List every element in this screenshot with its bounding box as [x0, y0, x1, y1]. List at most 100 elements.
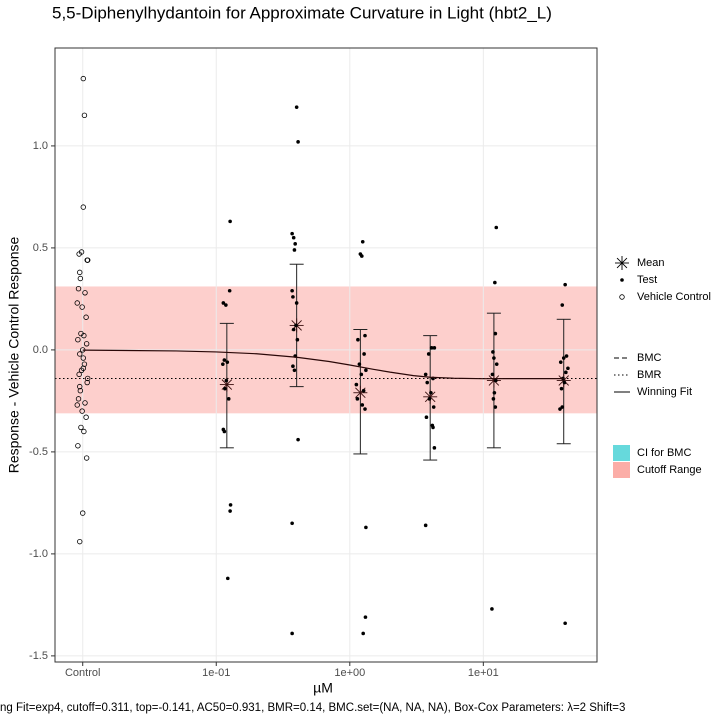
test-point	[222, 429, 227, 434]
test-point	[361, 631, 365, 636]
test-point	[228, 503, 233, 507]
test-point	[290, 521, 294, 526]
vehicle-point	[76, 251, 82, 257]
vehicle-point	[80, 204, 86, 210]
vehicle-point	[75, 396, 82, 402]
test-point	[361, 388, 366, 393]
test-point	[490, 607, 494, 611]
vehicle-point	[74, 300, 80, 306]
vehicle-point	[83, 314, 89, 320]
test-point	[566, 366, 570, 371]
test-point	[363, 615, 368, 619]
legend-label: Test	[637, 274, 657, 286]
test-point	[294, 323, 298, 328]
vehicle-point	[77, 538, 83, 545]
test-point	[290, 231, 294, 236]
mean-stroke	[424, 391, 436, 403]
test-point	[563, 282, 567, 287]
y-tick-label: -0.5	[29, 446, 48, 458]
vehicle-point	[82, 290, 88, 296]
test-point	[359, 254, 364, 258]
y-tick-label: 0.5	[33, 242, 48, 254]
test-point	[564, 354, 569, 358]
test-point	[290, 631, 294, 636]
test-point	[491, 397, 496, 401]
vehicle-point	[77, 387, 84, 394]
legend-label: Mean	[637, 257, 665, 269]
test-point	[226, 397, 231, 401]
test-point	[364, 368, 368, 373]
x-tick-label: 1e+01	[468, 667, 499, 679]
mean-stroke	[616, 257, 628, 269]
x-tick-label: 1e-01	[202, 667, 230, 679]
test-point	[360, 239, 365, 244]
caption: ng Fit=exp4, cutoff=0.311, top=-0.141, A…	[0, 702, 625, 714]
test-point	[563, 621, 567, 626]
vehicle-point	[83, 414, 89, 420]
test-point	[290, 288, 294, 293]
vehicle-point	[77, 275, 84, 282]
test-point	[293, 242, 297, 246]
vehicle-point	[81, 428, 87, 435]
y-tick-label: -1.5	[29, 650, 48, 662]
vehicle-point	[78, 367, 85, 373]
test-point	[423, 523, 428, 528]
test-point	[562, 380, 567, 385]
mean-point	[353, 385, 368, 400]
x-axis-title: µM	[313, 680, 333, 696]
test-point	[429, 390, 433, 395]
test-point	[362, 352, 366, 356]
test-point	[296, 140, 300, 144]
test-point	[363, 333, 367, 338]
vehicle-point	[78, 424, 84, 431]
mean-point	[486, 373, 501, 388]
chart-title: 5,5-Diphenylhydantoin for Approximate Cu…	[52, 3, 552, 22]
test-point	[493, 280, 497, 285]
vehicle-point	[75, 286, 82, 292]
test-point	[431, 405, 436, 409]
test-point	[432, 346, 437, 350]
x-tick-label: Control	[65, 667, 100, 679]
test-point	[359, 372, 364, 377]
test-point	[295, 337, 300, 342]
test-point	[564, 370, 568, 375]
test-point	[492, 390, 497, 395]
test-point	[424, 415, 429, 420]
test-point	[221, 301, 226, 305]
test-point	[291, 364, 295, 369]
mean-stroke	[488, 375, 500, 386]
test-point	[222, 358, 227, 362]
legend-label: Cutoff Range	[637, 464, 702, 476]
test-point	[294, 301, 299, 305]
test-point	[431, 425, 435, 430]
test-point	[291, 295, 295, 299]
legend-label: CI for BMC	[637, 447, 691, 459]
test-point	[294, 105, 299, 109]
test-point	[559, 386, 564, 391]
test-point	[296, 437, 300, 442]
test-point	[356, 337, 360, 342]
vehicle-point	[82, 400, 88, 406]
test-point	[493, 331, 498, 336]
vehicle-point	[80, 75, 86, 82]
test-point	[224, 378, 229, 383]
test-point	[292, 248, 297, 252]
test-point	[291, 235, 296, 240]
test-point	[357, 362, 362, 366]
mean-stroke	[558, 375, 569, 386]
vehicle-point	[77, 269, 83, 276]
vehicle-point	[75, 337, 81, 343]
test-point	[561, 356, 566, 360]
test-point	[228, 509, 232, 513]
test-point	[560, 303, 565, 307]
test-point	[224, 303, 228, 307]
legend-key	[615, 256, 629, 270]
test-point	[493, 405, 498, 409]
vehicle-point	[77, 351, 83, 357]
vehicle-point	[79, 304, 85, 310]
panel-border	[54, 47, 598, 663]
test-point	[355, 397, 360, 401]
fit-line	[82, 349, 564, 380]
plot-background	[55, 48, 597, 662]
